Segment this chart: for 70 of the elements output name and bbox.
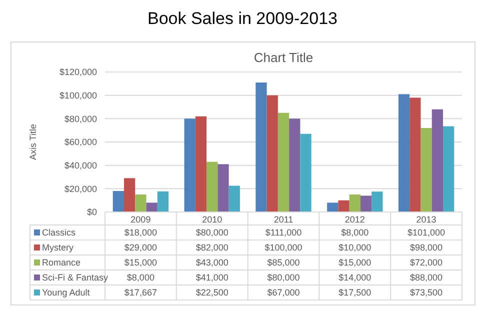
data-label: $80,000 — [196, 228, 228, 238]
bar — [443, 126, 454, 212]
bar — [184, 118, 196, 212]
data-label: $67,000 — [267, 288, 300, 298]
legend-label: Young Adult — [42, 288, 90, 298]
data-label: $41,000 — [196, 272, 228, 283]
bar — [432, 109, 444, 212]
legend-label: Classics — [42, 228, 76, 238]
data-label: $8,000 — [126, 272, 154, 283]
y-tick-label: $40,000 — [64, 160, 97, 170]
bar — [266, 95, 278, 212]
data-label: $8,000 — [341, 228, 369, 238]
x-tick-label: 2011 — [274, 214, 294, 225]
bar — [349, 194, 360, 212]
data-label: $15,000 — [338, 258, 372, 268]
data-label: $72,000 — [410, 258, 443, 268]
y-axis-title: Axis Title — [28, 124, 38, 160]
data-label: $22,500 — [196, 288, 228, 298]
data-label: $17,500 — [338, 288, 372, 298]
bar — [398, 94, 410, 212]
bar — [289, 118, 300, 212]
y-tick-label: $0 — [86, 207, 97, 218]
y-tick-label: $80,000 — [64, 114, 97, 124]
x-tick-label: 2012 — [344, 214, 365, 225]
bar — [206, 162, 218, 212]
bar — [327, 202, 338, 212]
bar — [228, 186, 240, 212]
x-tick-label: 2009 — [130, 214, 151, 225]
bar — [338, 200, 350, 212]
bar — [410, 98, 421, 212]
data-label: $43,000 — [196, 258, 228, 268]
data-label: $88,000 — [410, 272, 443, 283]
bar — [300, 134, 312, 212]
chart-subtitle: Chart Title — [254, 50, 314, 65]
data-label: $10,000 — [338, 242, 372, 253]
legend-label: Mystery — [42, 242, 74, 253]
data-label: $15,000 — [124, 258, 157, 268]
x-tick-label: 2010 — [202, 214, 222, 225]
bar — [256, 82, 267, 212]
bar — [124, 178, 136, 212]
bar — [112, 191, 124, 212]
bar — [157, 191, 169, 212]
bar — [360, 196, 372, 212]
y-tick-label: $20,000 — [64, 184, 97, 194]
data-label: $82,000 — [196, 242, 228, 253]
data-label: $80,000 — [267, 272, 300, 283]
data-label: $98,000 — [410, 242, 443, 253]
y-tick-label: $120,000 — [59, 67, 97, 78]
bar — [420, 128, 432, 212]
bar — [218, 164, 229, 212]
data-label: $29,000 — [124, 242, 157, 253]
legend-label: Sci-Fi & Fantasy — [42, 272, 109, 283]
bar — [195, 116, 207, 212]
data-label: $100,000 — [264, 242, 302, 253]
data-label: $14,000 — [338, 272, 372, 283]
data-label: $73,500 — [410, 288, 443, 298]
bar — [146, 202, 158, 212]
y-tick-label: $100,000 — [59, 90, 97, 100]
bar — [278, 112, 290, 212]
x-tick-label: 2013 — [416, 214, 436, 225]
bar — [135, 194, 146, 212]
data-label: $101,000 — [408, 228, 446, 238]
data-label: $17,667 — [124, 288, 157, 298]
data-label: $111,000 — [265, 228, 302, 238]
y-tick-label: $60,000 — [64, 137, 97, 148]
legend-label: Romance — [42, 258, 81, 268]
data-label: $18,000 — [124, 228, 157, 238]
chart-title: Book Sales in 2009-2013 — [148, 9, 338, 28]
bar — [372, 192, 383, 212]
data-label: $85,000 — [267, 258, 300, 268]
